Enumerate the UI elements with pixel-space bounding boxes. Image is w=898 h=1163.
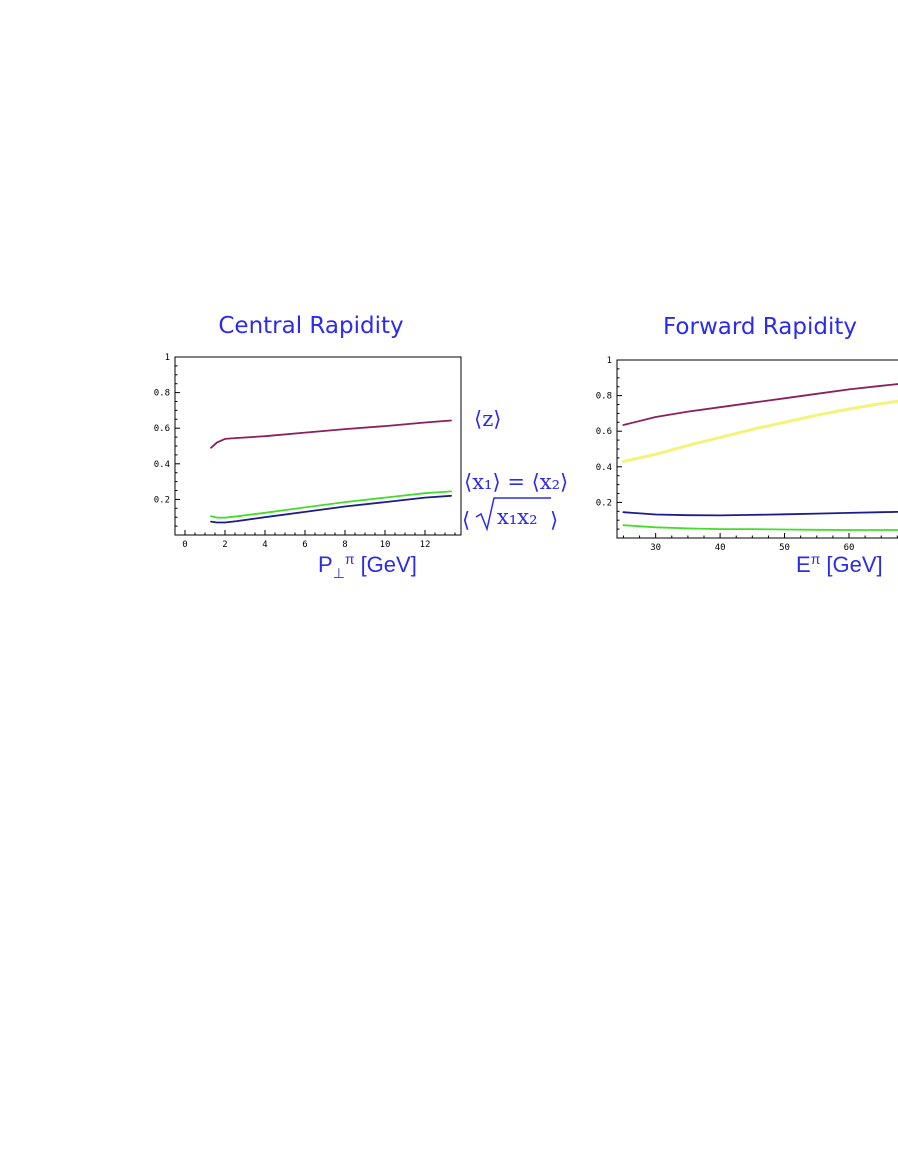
central-x-tick-label: 12: [420, 540, 431, 550]
sqrt-radical-icon: [475, 497, 551, 532]
central-x-axis-label: P⊥π [GeV]: [318, 551, 417, 581]
forward-series-line-1: [622, 383, 898, 426]
forward-x-axis-label: Eπ [GeV]: [796, 551, 883, 577]
central-y-tick-label: 1: [165, 353, 170, 363]
forward-series-group: [621, 383, 898, 531]
forward-rapidity-panel: Forward Rapidity 0.20.40.60.81 30 40 50 60 …: [596, 314, 898, 577]
central-plot-frame: [174, 356, 462, 536]
forward-xlabel-unit: [GeV]: [826, 552, 882, 577]
z-annotation: ⟨z⟩: [474, 407, 501, 431]
central-series-line-2: [210, 490, 452, 519]
central-xlabel-unit: [GeV]: [361, 552, 417, 577]
central-x-tick-label: 2: [222, 540, 227, 550]
forward-x-axis: 30 40 50 60: [622, 533, 898, 553]
central-series-group: [210, 419, 452, 524]
forward-y-axis: 0.2 0.4 0.6 0.8 1: [596, 356, 622, 530]
forward-x-tick-label: 60: [844, 543, 855, 553]
central-y-tick-label: 0.4: [154, 460, 170, 470]
sqrt-x1x2-annotation: ⟨ x₁x₂ ⟩: [462, 497, 558, 532]
forward-series-line-4: [622, 524, 898, 531]
sqrt-open-bracket: ⟨: [462, 508, 470, 532]
central-rapidity-title: Central Rapidity: [218, 313, 403, 339]
forward-y-tick-label: 0.8: [596, 392, 612, 402]
x1-x2-annotation: ⟨x₁⟩ = ⟨x₂⟩: [464, 470, 568, 494]
central-xlabel-sup: π: [345, 551, 355, 567]
central-series-line-3: [210, 494, 452, 524]
central-x-tick-label: 8: [342, 540, 347, 550]
central-series-line-1: [210, 419, 452, 449]
central-x-tick-label: 10: [380, 540, 391, 550]
central-x-tick-label: 0: [182, 540, 187, 550]
sqrt-close-bracket: ⟩: [550, 508, 558, 532]
forward-y-tick-label: 0.2: [596, 498, 612, 508]
forward-series-line-2: [621, 399, 898, 463]
central-y-tick-label: 0.2: [154, 495, 170, 505]
forward-xlabel-base: E: [796, 552, 811, 577]
central-y-tick-label: 0.8: [154, 389, 170, 399]
forward-series-line-3: [622, 510, 898, 517]
forward-y-tick-label: 0.4: [596, 463, 612, 473]
central-y-tick-label: 0.6: [154, 424, 170, 434]
central-rapidity-panel: Central Rapidity 0.2 0.4 0.6 0.8 1 0 2 4 6 8 10 12…: [154, 313, 569, 581]
forward-y-tick-label: 0.6: [596, 427, 612, 437]
forward-y-tick-label: 1: [607, 356, 612, 366]
central-x-tick-label: 6: [302, 540, 307, 550]
forward-x-tick-label: 50: [779, 543, 790, 553]
central-xlabel-base: P: [318, 552, 333, 577]
central-xlabel-sub: ⊥: [333, 565, 345, 581]
central-y-axis: 0.2 0.4 0.6 0.8 1: [154, 353, 180, 527]
sqrt-body: x₁x₂: [497, 505, 538, 529]
forward-plot-frame: [616, 359, 898, 539]
central-x-tick-label: 4: [262, 540, 267, 550]
forward-rapidity-title: Forward Rapidity: [663, 314, 857, 340]
central-x-axis: 0 2 4 6 8 10 12: [174, 530, 456, 550]
forward-x-tick-label: 40: [715, 543, 726, 553]
forward-x-tick-label: 30: [650, 543, 661, 553]
forward-xlabel-sup: π: [811, 551, 821, 567]
